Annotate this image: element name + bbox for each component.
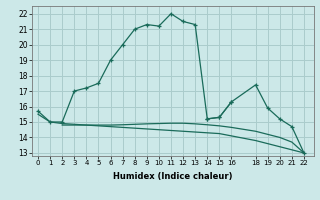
X-axis label: Humidex (Indice chaleur): Humidex (Indice chaleur) [113,172,233,181]
